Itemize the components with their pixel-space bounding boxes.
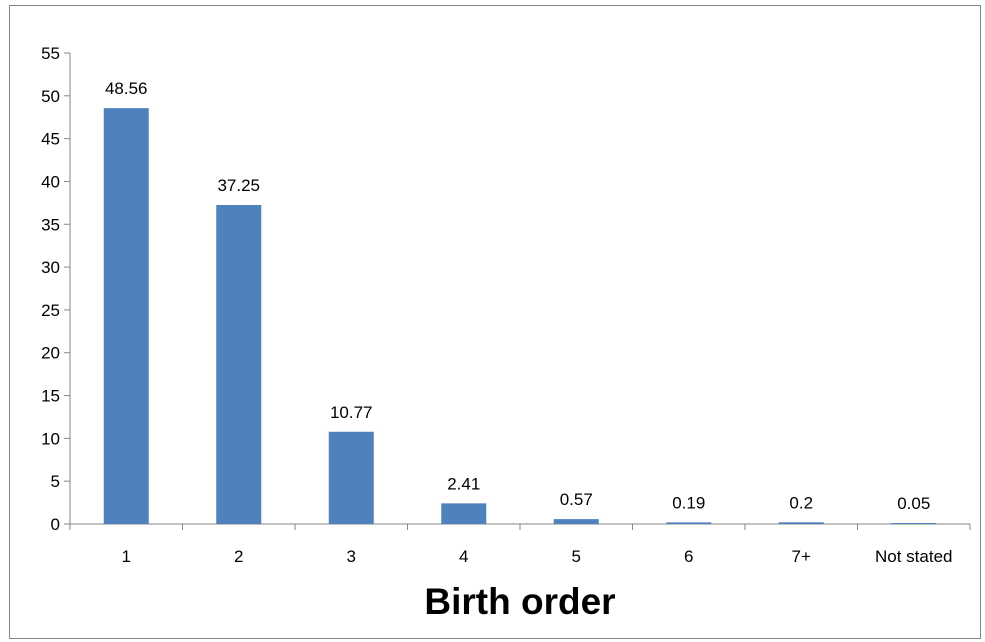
bar xyxy=(328,431,374,524)
bar xyxy=(216,205,262,524)
x-tick-label: 3 xyxy=(347,547,356,566)
y-tick-label: 15 xyxy=(41,387,60,406)
y-tick-label: 45 xyxy=(41,130,60,149)
y-axis: 0 5 10 15 20 25 30 35 40 45 50 55 xyxy=(41,44,71,534)
data-label: 48.56 xyxy=(105,79,148,98)
bar xyxy=(103,108,149,525)
data-label: 0.2 xyxy=(789,493,813,512)
data-label: 0.05 xyxy=(897,494,930,513)
y-tick-label: 35 xyxy=(41,215,60,234)
y-tick-label: 10 xyxy=(41,429,60,448)
x-tick-label: Not stated xyxy=(875,547,953,566)
bar xyxy=(891,523,937,524)
bars xyxy=(103,108,937,525)
x-tick-label: 4 xyxy=(459,547,468,566)
bar xyxy=(666,522,712,524)
x-axis: 1 2 3 4 5 6 7+ Not stated xyxy=(69,523,971,566)
x-tick-label: 7+ xyxy=(792,547,811,566)
data-label: 37.25 xyxy=(217,176,260,195)
y-tick-label: 25 xyxy=(41,301,60,320)
data-label: 2.41 xyxy=(447,474,480,493)
y-tick-label: 0 xyxy=(51,515,60,534)
x-tick-label: 5 xyxy=(572,547,581,566)
data-label: 0.57 xyxy=(560,490,593,509)
data-label: 10.77 xyxy=(330,403,373,422)
data-labels: 48.56 37.25 10.77 2.41 0.57 0.19 0.2 0.05 xyxy=(105,79,930,513)
y-tick-label: 20 xyxy=(41,344,60,363)
x-tick-label: 1 xyxy=(122,547,131,566)
x-axis-title: Birth order xyxy=(424,581,615,622)
data-label: 0.19 xyxy=(672,493,705,512)
y-tick-label: 50 xyxy=(41,87,60,106)
y-tick-label: 30 xyxy=(41,258,60,277)
x-tick-label: 2 xyxy=(234,547,243,566)
y-tick-label: 55 xyxy=(41,44,60,63)
bar xyxy=(778,522,824,524)
x-tick-label: 6 xyxy=(684,547,693,566)
bar xyxy=(553,519,599,524)
chart-frame xyxy=(9,5,981,639)
bar xyxy=(441,503,487,524)
y-tick-label: 5 xyxy=(51,472,60,491)
y-tick-label: 40 xyxy=(41,172,60,191)
